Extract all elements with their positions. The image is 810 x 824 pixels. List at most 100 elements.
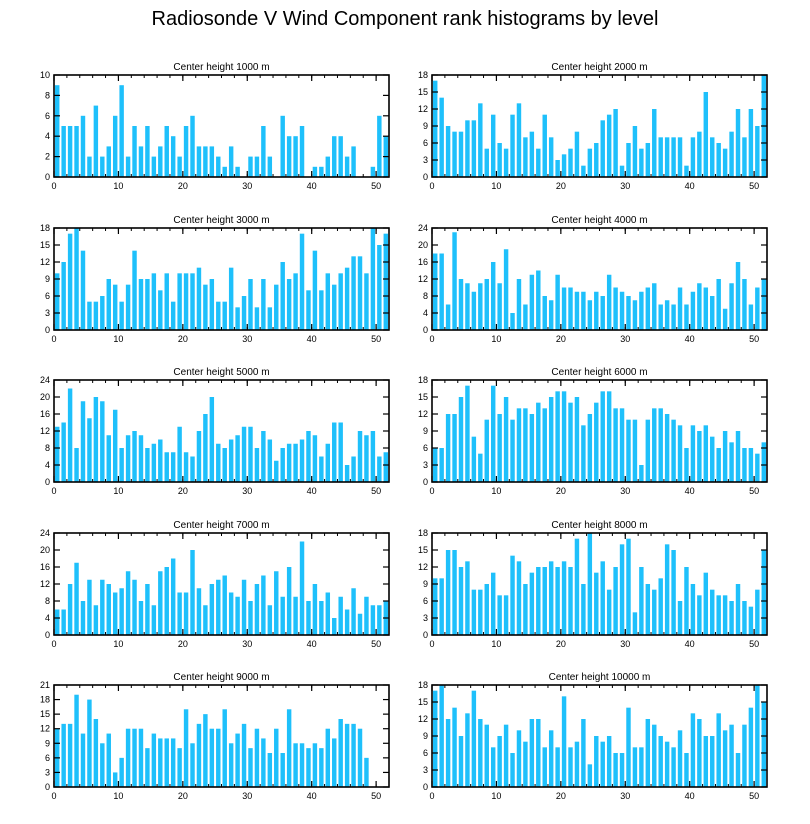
histogram-bar xyxy=(574,397,580,482)
histogram-bar xyxy=(490,747,496,787)
histogram-bar xyxy=(645,419,651,482)
x-tick-label: 40 xyxy=(307,791,317,801)
histogram-bar xyxy=(658,408,663,482)
histogram-bar xyxy=(458,567,464,635)
histogram-bar xyxy=(735,262,741,330)
histogram-bar xyxy=(132,126,137,177)
x-tick-label: 0 xyxy=(51,334,56,344)
y-tick-label: 0 xyxy=(45,172,50,182)
histogram-bar xyxy=(639,465,644,482)
y-tick-label: 6 xyxy=(423,443,428,453)
histogram-bar xyxy=(261,575,266,635)
histogram-bar xyxy=(190,115,195,177)
histogram-bar xyxy=(80,601,86,635)
histogram-bar xyxy=(433,80,438,177)
y-tick-label: 15 xyxy=(418,87,428,97)
panel-title: Center height 6000 m xyxy=(551,367,647,378)
histogram-bar xyxy=(439,578,444,635)
histogram-bar xyxy=(503,249,509,330)
histogram-bar xyxy=(254,156,260,177)
histogram-bar xyxy=(652,724,657,787)
histogram-bar xyxy=(697,283,702,330)
histogram-bar xyxy=(690,584,696,635)
y-tick-label: 12 xyxy=(418,562,428,572)
x-tick-label: 30 xyxy=(620,639,630,649)
y-tick-label: 12 xyxy=(40,579,50,589)
histogram-bar xyxy=(497,414,502,482)
histogram-bar xyxy=(536,719,541,787)
histogram-bar xyxy=(548,397,554,482)
histogram-bar xyxy=(364,435,369,482)
histogram-bar xyxy=(132,579,137,635)
histogram-bar xyxy=(561,561,567,635)
histogram-bar xyxy=(196,146,202,177)
histogram-bar xyxy=(433,253,438,330)
histogram-bar xyxy=(703,425,709,482)
x-tick-label: 10 xyxy=(113,334,123,344)
histogram-bar xyxy=(280,448,285,482)
histogram-bar xyxy=(742,601,747,635)
histogram-bar xyxy=(548,300,554,330)
histogram-bar xyxy=(735,109,741,177)
histogram-bar xyxy=(112,409,118,482)
histogram-bar xyxy=(722,595,728,635)
histogram-bar xyxy=(55,426,60,482)
histogram-bar xyxy=(497,283,502,330)
panel-9: Center height 9000 m 0 10 20 30 40 50 0 3 6 9 12 15 1… xyxy=(40,672,390,801)
histogram-bar xyxy=(484,279,489,330)
histogram-bar xyxy=(536,567,541,635)
histogram-bar xyxy=(74,562,79,635)
histogram-bar xyxy=(190,273,195,330)
histogram-bar xyxy=(332,284,337,330)
histogram-bar xyxy=(190,456,195,482)
histogram-bar xyxy=(222,575,227,635)
y-tick-label: 6 xyxy=(45,111,50,121)
histogram-bar xyxy=(735,753,741,787)
histogram-bar xyxy=(80,115,86,177)
histogram-bar xyxy=(619,165,625,177)
x-tick-label: 20 xyxy=(178,486,188,496)
y-tick-label: 16 xyxy=(40,562,50,572)
x-tick-label: 0 xyxy=(429,334,434,344)
x-tick-label: 0 xyxy=(429,639,434,649)
histogram-bar xyxy=(587,764,593,787)
histogram-bar xyxy=(299,126,305,177)
panel-title: Center height 1000 m xyxy=(173,62,269,73)
x-tick-label: 40 xyxy=(685,334,695,344)
histogram-bar xyxy=(203,605,208,635)
histogram-bar xyxy=(490,572,496,635)
x-tick-label: 10 xyxy=(113,486,123,496)
histogram-bar xyxy=(261,738,266,787)
x-tick-label: 50 xyxy=(371,791,381,801)
x-tick-label: 40 xyxy=(685,486,695,496)
histogram-bar xyxy=(306,431,311,482)
y-tick-label: 6 xyxy=(45,291,50,301)
y-tick-label: 2 xyxy=(45,152,50,162)
y-tick-label: 15 xyxy=(418,697,428,707)
histogram-bar xyxy=(267,439,273,482)
histogram-bar xyxy=(106,584,111,635)
histogram-bar xyxy=(677,287,683,330)
x-tick-label: 40 xyxy=(685,181,695,191)
histogram-bar xyxy=(377,245,382,330)
histogram-bar xyxy=(471,589,477,635)
histogram-bar xyxy=(351,256,356,330)
histogram-bar xyxy=(626,419,631,482)
histogram-bar xyxy=(254,448,260,482)
histogram-bar xyxy=(61,609,66,635)
histogram-bar xyxy=(452,707,457,787)
y-tick-label: 0 xyxy=(45,477,50,487)
histogram-bar xyxy=(703,92,709,177)
panel-title: Center height 5000 m xyxy=(173,367,269,378)
y-tick-label: 9 xyxy=(45,738,50,748)
histogram-bar xyxy=(228,267,234,330)
histogram-bar xyxy=(755,453,760,482)
panel-2: Center height 2000 m 0 10 20 30 40 50 0 3 6 9 12 15 1… xyxy=(418,62,768,191)
x-tick-label: 30 xyxy=(620,181,630,191)
histogram-bar xyxy=(503,397,509,482)
histogram-bar xyxy=(280,596,285,635)
histogram-bar xyxy=(722,730,728,787)
histogram-bar xyxy=(471,120,477,177)
histogram-bar xyxy=(645,584,651,635)
histogram-bar xyxy=(293,136,298,177)
